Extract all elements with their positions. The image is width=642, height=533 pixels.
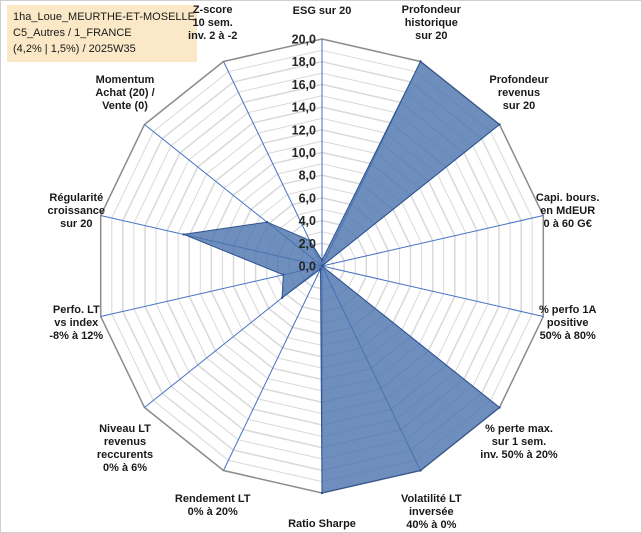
axis-label: Z-score 10 sem. inv. 2 à -2 [188,4,237,42]
data-point [320,259,324,262]
axis-label: Régularité croissance sur 20 [48,192,105,230]
r-tick-label: 16,0 [292,78,316,92]
header-line-3: (4,2% | 1,5%) / 2025W35 [13,43,136,55]
r-tick-label: 6,0 [299,191,316,205]
axis-label: NoteESG sur 20 [293,1,352,17]
data-point [320,491,324,495]
axis-label: Rendement LT 0% à 20% [175,493,251,518]
axis-label: % perte max. sur 1 sem. inv. 50% à 20% [480,423,558,461]
r-tick-label: 10,0 [292,146,316,160]
axis-label: Volatilité LT inversée 40% à 0% [401,493,462,531]
axis-spoke [223,61,323,267]
header-line-2: C5_Autres / 1_FRANCE [13,27,132,39]
data-point [308,239,311,242]
axis-label: Capi. bours. en MdEUR 0 à 60 G€ [536,192,600,230]
data-point [419,469,422,472]
r-tick-label: 20,0 [292,33,316,47]
r-tick-label: 2,0 [299,237,316,251]
header-box: 1ha_Loue_MEURTHE-ET-MOSELLE C5_Autres / … [7,5,197,62]
axis-label: Profondeur revenus sur 20 [489,74,549,112]
data-point [320,264,324,268]
data-point [319,267,322,271]
axis-label: Profondeur historique sur 20 [402,4,462,42]
axis-spoke [223,265,323,471]
header-line-1: 1ha_Loue_MEURTHE-ET-MOSELLE [13,11,195,23]
axis-label: Niveau LT revenus reccurents 0% à 6% [97,423,153,474]
axis-spoke [321,265,544,317]
data-point [498,123,501,126]
data-point [265,220,269,224]
r-tick-label: 8,0 [299,169,316,183]
axis-label: % perfo 1A positive 50% à 80% [539,304,597,342]
data-point [182,233,185,236]
axis-label: Ratio Sharpe0 à 1 [288,518,356,533]
axis-spoke [321,215,544,267]
r-tick-label: 4,0 [299,214,316,228]
series-area [181,60,501,494]
data-point [498,406,501,409]
data-point [280,296,284,299]
axis-label: Momentum Achat (20) / Vente (0) [95,74,154,112]
axis-label: Perfo. LT vs index -8% à 12% [49,304,103,342]
r-tick-label: 12,0 [292,123,316,137]
r-tick-label: 0,0 [299,260,316,274]
data-point [419,60,422,63]
r-tick-label: 18,0 [292,55,316,69]
data-point [282,273,285,276]
r-tick-label: 14,0 [292,101,316,115]
